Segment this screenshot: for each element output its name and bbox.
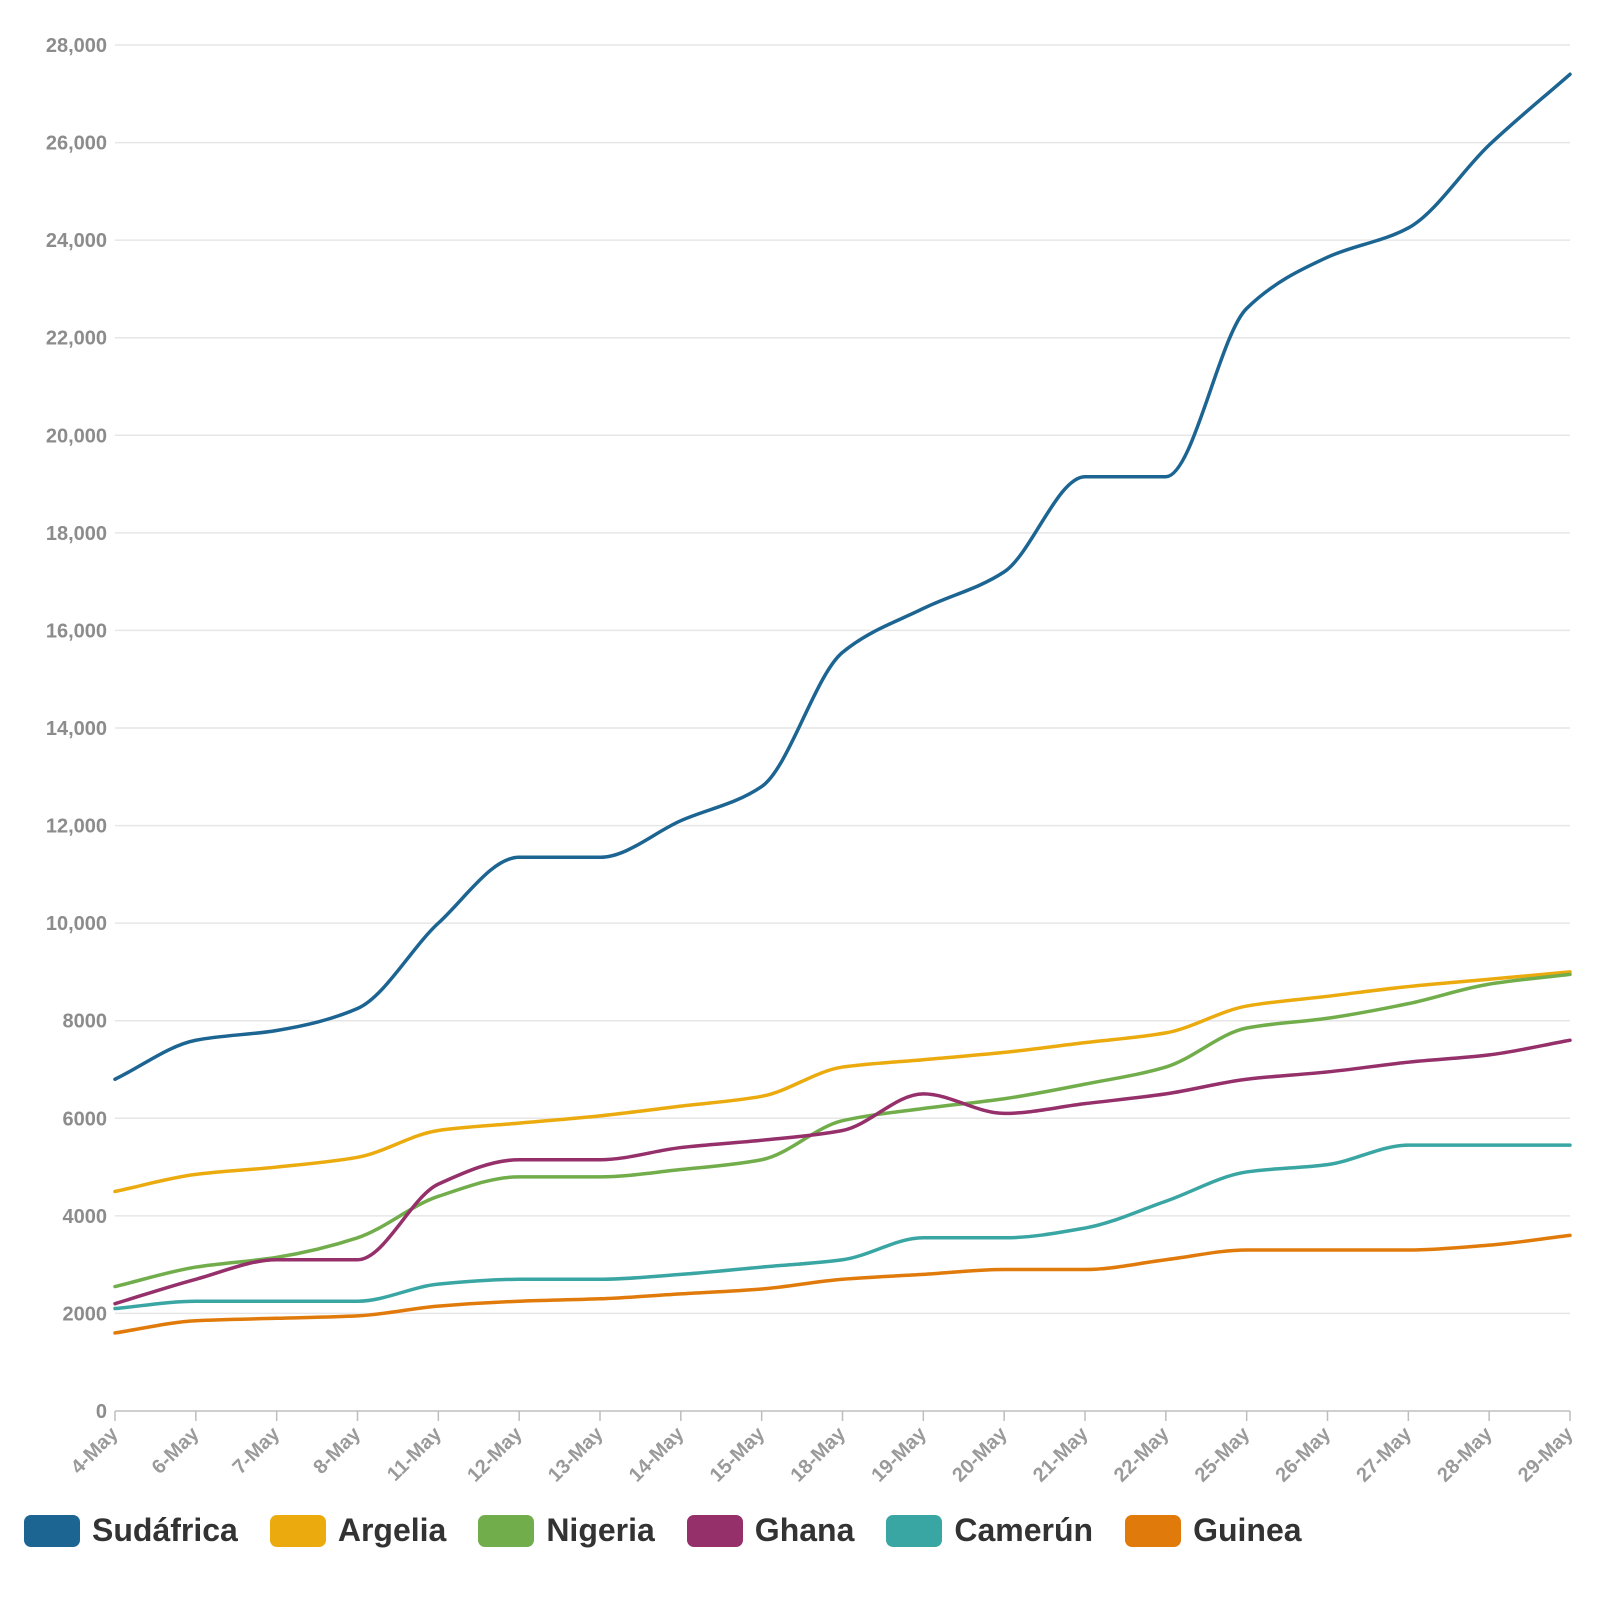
x-tick-label: 11-May: [383, 1422, 446, 1485]
y-tick-label: 16,000: [46, 620, 107, 642]
legend-label-nigeria: Nigeria: [546, 1512, 655, 1548]
legend-item-guinea[interactable]: Guinea: [1125, 1512, 1302, 1549]
legend-item-ghana[interactable]: Ghana: [686, 1512, 855, 1549]
legend-swatch-guinea: [1125, 1514, 1182, 1547]
series-line-sudafrica: [113, 72, 1572, 1082]
series-line-argelia: [113, 970, 1572, 1194]
series-line-ghana: [113, 1038, 1572, 1306]
x-tick-label: 15-May: [706, 1422, 770, 1486]
y-tick-label: 28,000: [46, 35, 107, 57]
y-tick-label: 6000: [63, 1108, 108, 1130]
x-tick-label: 8-May: [309, 1422, 365, 1478]
x-tick-label: 29-May: [1514, 1422, 1578, 1486]
legend-label-ghana: Ghana: [754, 1512, 855, 1548]
legend-swatch-ghana: [686, 1514, 743, 1547]
legend-swatch-camerun: [886, 1514, 943, 1547]
legend-item-nigeria[interactable]: Nigeria: [478, 1512, 655, 1549]
y-tick-label: 0: [96, 1401, 107, 1423]
legend-label-argelia: Argelia: [337, 1512, 447, 1548]
x-tick-label: 19-May: [867, 1422, 931, 1486]
x-tick-label: 28-May: [1433, 1422, 1497, 1486]
y-tick-label: 18,000: [46, 523, 107, 545]
legend-item-camerun[interactable]: Camerún: [886, 1512, 1093, 1549]
series-lines: [113, 72, 1572, 1335]
y-tick-label: 14,000: [46, 718, 107, 740]
y-tick-label: 2000: [63, 1303, 108, 1325]
x-tick-label: 18-May: [787, 1422, 851, 1486]
x-tick-label: 27-May: [1352, 1422, 1416, 1486]
x-tick-label: 25-May: [1191, 1422, 1255, 1486]
legend-swatch-nigeria: [478, 1514, 535, 1547]
legend-label-sudafrica: Sudáfrica: [92, 1512, 238, 1548]
x-tick-label: 4-May: [67, 1422, 123, 1478]
x-tick-label: 26-May: [1272, 1422, 1336, 1486]
x-tick-label: 21-May: [1029, 1422, 1093, 1486]
x-tick-label: 22-May: [1110, 1422, 1174, 1486]
legend-swatch-argelia: [269, 1514, 326, 1547]
legend-label-guinea: Guinea: [1193, 1512, 1302, 1548]
x-tick-label: 20-May: [948, 1422, 1012, 1486]
y-tick-label: 26,000: [46, 133, 107, 155]
x-tick-label: 12-May: [463, 1422, 527, 1486]
x-tick-label: 7-May: [229, 1422, 285, 1478]
y-tick-label: 24,000: [46, 230, 107, 252]
x-tick-label: 14-May: [625, 1422, 689, 1486]
series-line-camerun: [113, 1143, 1572, 1311]
y-tick-label: 20,000: [46, 425, 107, 447]
y-axis-tick-labels: 0 2000 4000 6000 8000 10,000 12,000 14,000 16,00…: [46, 35, 107, 1423]
series-line-nigeria: [113, 972, 1572, 1289]
y-tick-label: 4000: [63, 1206, 108, 1228]
y-tick-label: 12,000: [46, 816, 107, 838]
legend-item-sudafrica[interactable]: Sudáfrica: [24, 1512, 238, 1549]
legend-label-camerun: Camerún: [954, 1512, 1094, 1548]
y-tick-label: 22,000: [46, 328, 107, 350]
y-tick-label: 8000: [63, 1011, 108, 1033]
legend-swatch-sudafrica: [24, 1514, 80, 1547]
x-axis: 4-May 6-May 7-May 8-May 11-May 12-May 13-May 14…: [67, 1410, 1578, 1486]
legend: Sudáfrica Argelia Nigeria Ghana Camerún …: [24, 1512, 1334, 1549]
legend-item-argelia[interactable]: Argelia: [269, 1512, 447, 1549]
y-tick-label: 10,000: [46, 913, 107, 935]
series-line-guinea: [113, 1233, 1572, 1335]
gridlines: [115, 44, 1570, 1315]
x-tick-label: 13-May: [544, 1422, 608, 1486]
x-tick-label: 6-May: [148, 1422, 204, 1478]
